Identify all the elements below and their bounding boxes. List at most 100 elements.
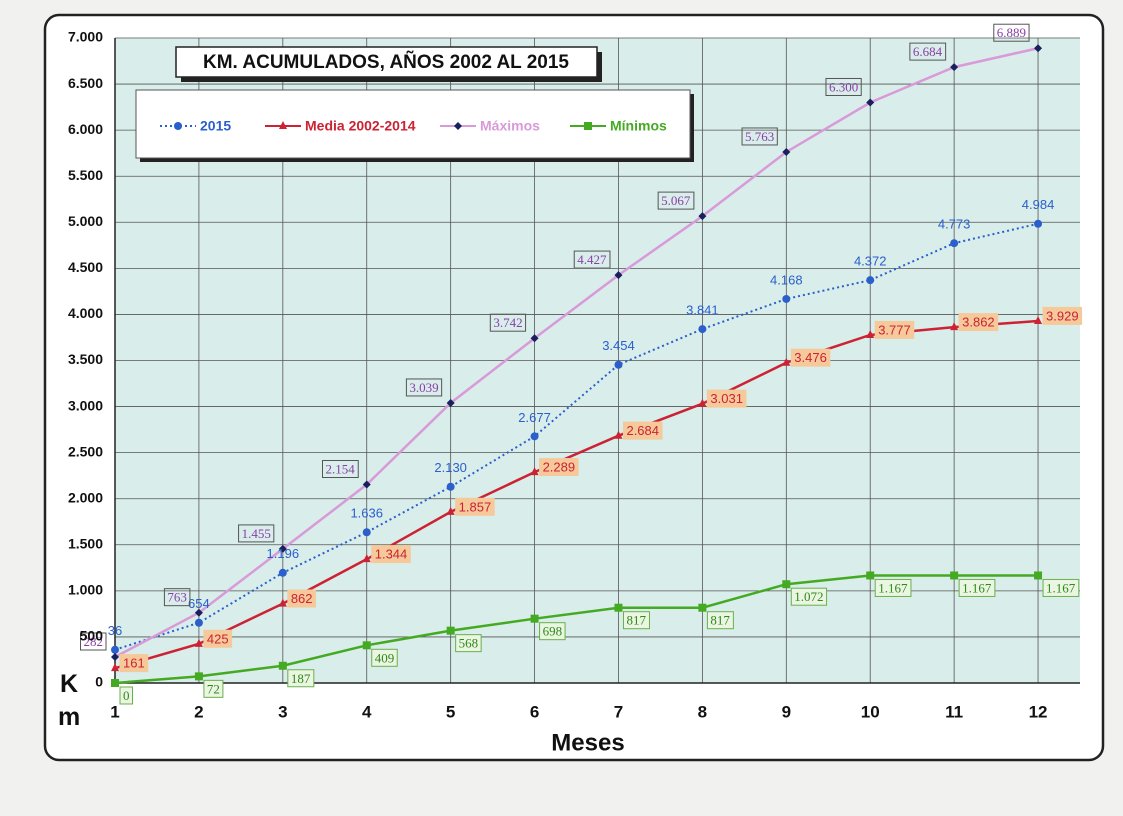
value-label: 2.684 (626, 423, 659, 438)
grid (114, 37, 1080, 684)
value-label-box (119, 654, 149, 673)
value-label-box (539, 458, 579, 477)
marker (446, 626, 455, 635)
value-label-box (790, 348, 831, 367)
value-label: 2.154 (325, 462, 355, 477)
x-tick-label: 7 (614, 702, 623, 721)
lines (111, 44, 1043, 687)
x-tick-label: 9 (782, 702, 791, 721)
y-tick-label: 2.500 (68, 443, 103, 459)
value-label-box (909, 42, 947, 61)
x-tick-label: 4 (362, 702, 372, 721)
y-tick-label: 6.000 (68, 121, 103, 137)
marker (614, 430, 623, 439)
x-tick-label: 5 (446, 702, 455, 721)
value-label: 3.862 (962, 315, 995, 330)
value-label: 3.841 (686, 303, 719, 318)
value-label: 3.476 (794, 350, 827, 365)
value-label-box (163, 588, 191, 607)
marker (530, 334, 539, 343)
value-label-box (1042, 578, 1080, 597)
value-label: 862 (291, 591, 313, 606)
marker (950, 571, 959, 580)
value-label: 3.454 (602, 338, 635, 353)
title-box (175, 46, 598, 78)
value-label-box (321, 460, 359, 479)
marker (362, 554, 371, 563)
value-label: 1.167 (1046, 580, 1076, 595)
marker (111, 645, 119, 654)
marker (446, 506, 455, 515)
marker (584, 122, 592, 130)
value-label: 3.742 (493, 315, 522, 330)
marker (362, 480, 371, 489)
value-label: 2.677 (518, 410, 551, 425)
value-label-box (741, 127, 778, 146)
x-tick-label: 3 (278, 702, 287, 721)
value-label-box (203, 679, 224, 698)
value-label: 1.344 (375, 547, 408, 562)
y-axis-label: K m (58, 670, 81, 731)
value-label: 817 (710, 613, 730, 628)
marker (194, 608, 203, 617)
value-label-box (790, 587, 828, 606)
value-label-box (371, 648, 398, 667)
marker (362, 528, 371, 537)
x-tick-label: 8 (698, 702, 707, 721)
value-label: 5.067 (661, 193, 691, 208)
legend-label: Máximos (480, 118, 540, 134)
marker (194, 638, 203, 647)
value-label: 1.636 (350, 506, 383, 521)
y-tick-label: 1.500 (68, 535, 103, 551)
y-tick-label: 6.500 (68, 75, 103, 91)
x-tick-label: 10 (861, 702, 880, 721)
x-tick-label: 2 (194, 702, 203, 721)
marker (782, 580, 791, 589)
value-label: 3.929 (1046, 308, 1079, 323)
marker (194, 618, 203, 627)
legend-label: Media 2002-2014 (305, 118, 416, 134)
value-label-box (80, 632, 107, 651)
value-label: 568 (459, 636, 479, 651)
marker (111, 663, 119, 672)
marker (950, 63, 959, 72)
value-label: 187 (291, 671, 311, 686)
x-tick-label: 11 (945, 702, 963, 721)
value-label: 3.039 (409, 380, 438, 395)
marker (530, 432, 539, 441)
marker (1034, 315, 1043, 324)
value-label-box (825, 77, 862, 96)
y-tick-label: 4.500 (68, 259, 103, 275)
value-label-box (622, 611, 650, 630)
legend-label: Mínimos (610, 118, 667, 134)
marker (1034, 571, 1043, 580)
value-label-box (238, 524, 275, 543)
x-tick-label: 6 (530, 702, 539, 721)
marker (278, 661, 287, 670)
value-label: 282 (84, 634, 104, 649)
marker (446, 398, 455, 407)
x-tick-label: 1 (110, 702, 119, 721)
series-line (114, 574, 1039, 685)
marker (454, 122, 462, 130)
value-labels: 36 654 1.196 1.636 2.130 2.677 3.454 3.841 4.168… (80, 23, 1083, 705)
value-label-box (539, 622, 566, 641)
marker (174, 122, 182, 130)
marker (278, 598, 287, 607)
value-label-box (455, 634, 482, 653)
value-label: 4.984 (1022, 197, 1055, 212)
marker (866, 98, 875, 107)
value-label: 1.857 (459, 499, 492, 514)
value-label-box (203, 629, 233, 648)
marker (362, 641, 371, 650)
value-label: 0 (123, 688, 130, 703)
value-label-box (371, 545, 411, 564)
value-label-box (455, 497, 495, 516)
y-tick-label: 3.500 (68, 351, 103, 367)
value-label: 1.167 (962, 580, 992, 595)
value-label: 409 (375, 650, 395, 665)
value-label: 6.684 (913, 44, 943, 59)
y-tick-label: 1.000 (68, 582, 103, 598)
marker (698, 603, 707, 612)
